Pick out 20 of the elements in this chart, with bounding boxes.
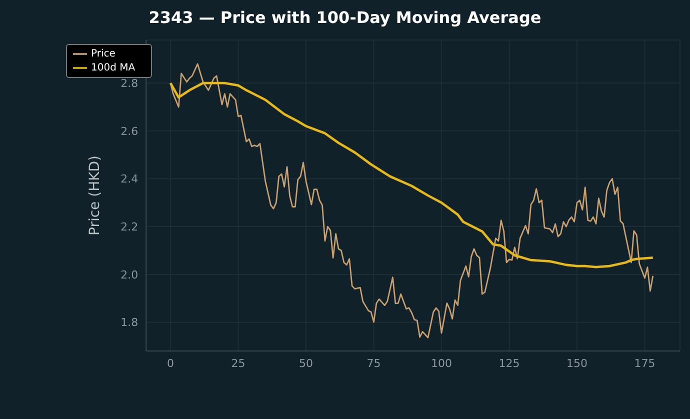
x-tick-label: 100 [431,356,452,370]
y-tick-label: 2.6 [120,124,138,138]
x-tick-label: 150 [566,356,588,370]
x-tick-label: 25 [231,356,246,370]
x-tick-label: 50 [298,356,313,370]
legend-label: Price [91,48,116,60]
x-tick-label: 0 [166,356,174,370]
y-tick-label: 2.2 [120,220,138,234]
y-axis-title: Price (HKD) [87,155,104,236]
y-tick-label: 1.8 [120,316,138,330]
legend-label: 100d MA [91,62,136,74]
x-tick-label: 175 [634,356,656,370]
line-series [169,82,654,268]
x-tick-label: 125 [498,356,520,370]
y-tick-label: 2.0 [120,268,138,282]
x-tick-label: 75 [366,356,381,370]
y-tick-label: 2.8 [120,76,138,90]
line-series [170,63,654,338]
chart-title: 2343 — Price with 100-Day Moving Average [148,8,542,27]
y-tick-label: 2.4 [120,172,138,186]
